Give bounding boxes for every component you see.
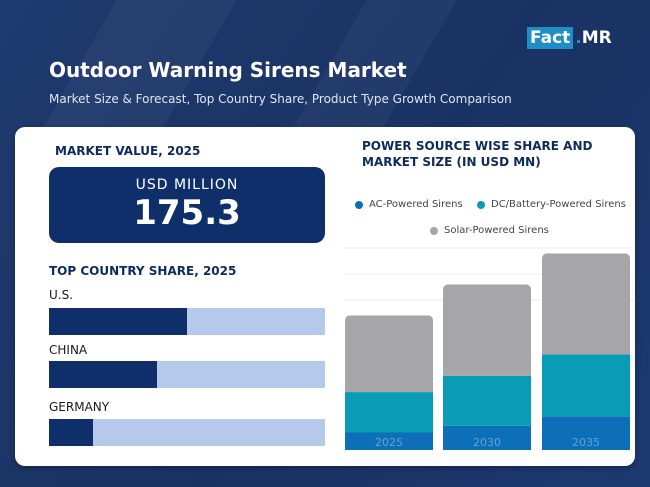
bar-2025-series-1 (345, 392, 433, 433)
country-label-germany: GERMANY (49, 400, 110, 414)
legend-label-dc: DC/Battery-Powered Sirens (491, 199, 626, 210)
page-subtitle: Market Size & Forecast, Top Country Shar… (49, 92, 512, 106)
bar-2035-series-0 (542, 416, 630, 450)
bar-2030-series-1 (443, 375, 531, 426)
country-bar-china (49, 361, 325, 388)
country-bar-fill-china (49, 361, 157, 388)
legend-dot-dc (477, 200, 485, 209)
country-bar-fill-germany (49, 419, 94, 446)
legend-item-ac: AC-Powered Sirens (355, 199, 463, 210)
market-value-unit: USD MILLION (135, 177, 239, 193)
country-label-china: CHINA (49, 343, 88, 357)
bar-2025-series-0 (345, 432, 433, 450)
x-tick-label-2035: 2035 (572, 436, 600, 449)
bar-2035-series-2 (542, 253, 630, 355)
legend-label-solar: Solar-Powered Sirens (444, 225, 549, 236)
x-tick-label-2030: 2030 (473, 436, 501, 449)
country-bar-us (49, 308, 325, 335)
market-value-number: 175.3 (133, 193, 241, 233)
bar-2025-series-2 (345, 315, 433, 393)
page-title: Outdoor Warning Sirens Market (49, 58, 407, 82)
x-tick-label-2025: 2025 (375, 436, 403, 449)
bar-2030-series-2 (443, 284, 531, 376)
country-bar-fill-us (49, 308, 187, 335)
legend-dot-ac (355, 200, 363, 209)
market-value-heading: MARKET VALUE, 2025 (55, 144, 201, 158)
legend-item-dc: DC/Battery-Powered Sirens (477, 199, 626, 210)
market-value-box: USD MILLION 175.3 (49, 167, 325, 243)
logo-fact: Fact (527, 27, 574, 49)
country-label-us: U.S. (49, 288, 74, 302)
bar-2035-series-1 (542, 354, 630, 417)
factmr-logo: Fact. MR (527, 27, 612, 49)
legend-item-solar: Solar-Powered Sirens (430, 225, 549, 236)
chart-title: POWER SOURCE WISE SHARE AND MARKET SIZE … (362, 139, 593, 169)
legend-dot-solar (430, 226, 438, 235)
logo-dot: . (575, 28, 582, 48)
legend-label-ac: AC-Powered Sirens (369, 199, 463, 210)
bar-2030-series-0 (443, 425, 531, 450)
country-share-heading: TOP COUNTRY SHARE, 2025 (49, 264, 237, 278)
country-bar-germany (49, 419, 325, 446)
logo-mr: MR (581, 28, 612, 48)
